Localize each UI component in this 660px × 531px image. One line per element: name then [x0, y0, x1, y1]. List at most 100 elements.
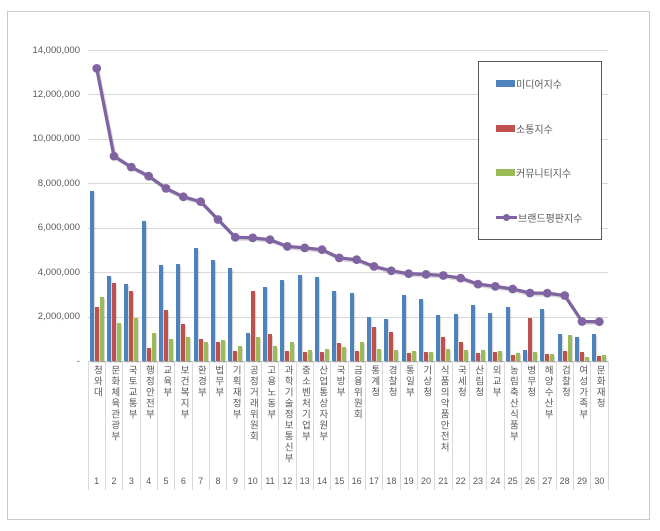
category-rank-number: 18 [386, 476, 397, 486]
bar-communication-index [250, 291, 255, 361]
category-label-text: 법무부 [212, 365, 224, 398]
category-rank-number: 7 [198, 476, 204, 486]
bar-communication-index [146, 348, 151, 361]
bar-community-index [169, 339, 173, 361]
category-rank-number: 26 [524, 476, 535, 486]
category-rank-number: 2 [111, 476, 117, 486]
category-label-text: 보건복지부 [178, 365, 190, 420]
bar-community-index [255, 336, 260, 361]
category-separator [607, 361, 609, 490]
category-rank-number: 5 [163, 476, 169, 486]
legend-item-brand-reputation-index: 브랜드평판지수 [496, 210, 597, 225]
bar-communication-index [580, 351, 584, 361]
category-separator [399, 361, 401, 490]
category-separator [538, 361, 540, 490]
bar-media-index [297, 275, 302, 361]
category-label: 문화재청 [591, 365, 608, 475]
category-label-text: 과학기술정보통신부 [282, 365, 294, 464]
line-marker-icon [490, 282, 500, 291]
bar-community-index [550, 353, 555, 361]
bar-communication-index [372, 326, 376, 361]
bar-media-index [228, 267, 233, 361]
bar-communication-index [112, 283, 116, 361]
bar-communication-index [268, 333, 272, 361]
line-marker-icon [282, 242, 292, 251]
category-label: 기획재정부 [227, 365, 244, 475]
category-label-text: 교육부 [160, 365, 172, 398]
category-separator [330, 361, 332, 490]
line-marker-icon [92, 64, 102, 73]
line-marker-icon [126, 162, 136, 172]
bar-media-index [280, 279, 285, 361]
category-separator [174, 361, 176, 490]
category-label-text: 외교부 [490, 365, 502, 398]
bar-community-index [394, 349, 399, 361]
bar-media-index [193, 247, 198, 361]
bar-media-index [592, 334, 597, 361]
bar-communication-index [337, 343, 342, 361]
category-label: 공정거래위원회 [244, 365, 261, 475]
category-separator [243, 361, 245, 490]
category-rank-number: 13 [299, 476, 310, 486]
bar-media-index [349, 292, 354, 361]
category-label-text: 행정안전부 [143, 365, 155, 420]
category-rank-number: 29 [576, 476, 587, 486]
line-marker-icon [369, 262, 379, 271]
bar-communication-index [493, 351, 498, 361]
category-rank-number: 1 [94, 476, 100, 486]
gridline [88, 50, 608, 51]
bar-media-index [419, 299, 423, 361]
y-axis-tick-label: - [76, 355, 80, 367]
category-rank-number: 19 [403, 476, 414, 486]
bar-communication-index [94, 306, 99, 361]
category-label-text: 기획재정부 [230, 365, 242, 420]
chart-legend: 미디어지수 소통지수 커뮤니티지수 브랜드평판지수 [478, 61, 602, 240]
y-axis-tick-label: 4,000,000 [37, 266, 80, 278]
bar-community-index [567, 335, 572, 361]
category-separator [468, 361, 470, 490]
category-rank-number: 21 [438, 476, 449, 486]
category-rank-number: 17 [368, 476, 379, 486]
bar-communication-index [441, 336, 446, 361]
bar-community-index [429, 352, 433, 361]
line-marker-icon [248, 233, 258, 243]
category-rank-number: 24 [490, 476, 501, 486]
category-label-text: 통계청 [368, 365, 380, 398]
category-separator [260, 361, 262, 490]
category-separator [382, 361, 384, 490]
line-marker-icon [438, 271, 448, 280]
category-label-text: 문화체육관광부 [108, 365, 120, 442]
category-label: 금융위원회 [348, 365, 365, 475]
bar-community-index [602, 355, 607, 361]
bar-community-index [117, 323, 121, 361]
y-axis-tick-label: 8,000,000 [37, 177, 80, 189]
category-label: 교육부 [157, 365, 174, 475]
category-label: 외교부 [487, 365, 504, 475]
category-label-text: 기상청 [420, 365, 432, 398]
category-separator [191, 361, 193, 490]
category-label-text: 경찰청 [386, 365, 398, 398]
bar-media-index [401, 295, 406, 361]
bar-media-index [453, 313, 458, 361]
line-marker-icon [317, 245, 327, 255]
bar-communication-index [233, 351, 238, 361]
line-marker-icon [352, 255, 362, 265]
bar-community-index [481, 350, 485, 361]
legend-label-brand-reputation-index: 브랜드평판지수 [518, 213, 583, 225]
category-rank-number: 30 [594, 476, 605, 486]
y-axis-tick-label: 10,000,000 [32, 133, 80, 145]
gridline [88, 138, 608, 140]
category-label: 고용노동부 [261, 365, 278, 475]
category-label-text: 통일부 [403, 365, 415, 398]
category-label-text: 산림청 [472, 365, 484, 398]
line-marker-icon [386, 266, 396, 276]
category-rank-number: 16 [351, 476, 362, 486]
category-label-text: 병무청 [524, 365, 536, 398]
category-label: 기상청 [417, 365, 434, 475]
category-rank-number: 9 [232, 476, 238, 486]
category-label-text: 국세청 [455, 365, 467, 398]
category-label: 해양수산부 [539, 365, 556, 475]
gridline [88, 272, 608, 274]
communication-index-swatch-icon [496, 124, 515, 132]
